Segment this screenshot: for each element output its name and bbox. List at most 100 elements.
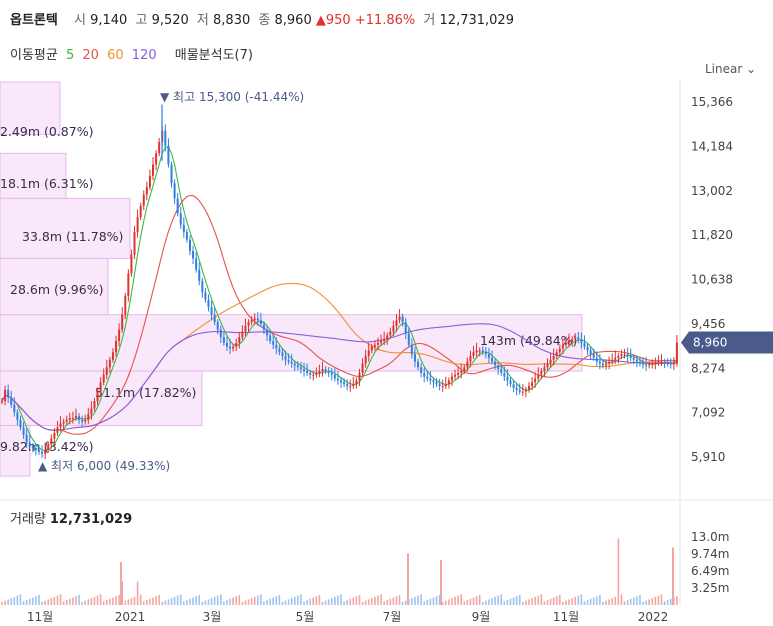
candle-body	[65, 419, 68, 422]
volume-bar	[377, 595, 379, 605]
volume-bar	[568, 599, 570, 605]
volume-bar	[364, 600, 367, 605]
candle-body	[401, 316, 404, 323]
volume-bar	[290, 598, 293, 605]
volume-profile-label[interactable]: 매물분석도(7)	[174, 48, 253, 63]
volume-bar	[503, 601, 506, 605]
volume-title-value: 12,731,029	[49, 512, 133, 527]
candle-body	[216, 322, 219, 330]
volume-bar	[204, 600, 207, 605]
volume-bar	[602, 601, 604, 605]
candle-body	[457, 372, 460, 375]
volume-bar	[522, 601, 524, 605]
candle-body	[78, 416, 81, 420]
volume-bar	[411, 598, 413, 605]
volume-bar	[256, 595, 259, 605]
ma-line-20	[1, 194, 678, 435]
candle-body	[524, 389, 527, 392]
candle-body	[487, 354, 490, 358]
candle-body	[608, 361, 611, 364]
candle-body	[629, 356, 632, 358]
candle-body	[115, 340, 118, 353]
candle-body	[37, 449, 40, 452]
volume-profile-label: 9.82m (3.42%)	[0, 439, 93, 454]
volume-bar	[192, 597, 194, 605]
time-tick-label: 5월	[296, 610, 315, 624]
volume-bar	[266, 599, 268, 605]
candle-body	[592, 354, 595, 358]
candle-body	[182, 224, 185, 233]
volume-bar	[540, 594, 543, 605]
volume-bar	[41, 601, 43, 605]
volume-bar	[213, 596, 216, 605]
change-value: ▲950	[315, 13, 351, 28]
volume-bar	[380, 594, 382, 605]
candle-body	[213, 314, 216, 323]
volume-bar	[435, 596, 438, 605]
volume-bar	[293, 596, 296, 605]
candle-body	[441, 386, 444, 388]
candle-body	[34, 447, 37, 450]
candle-body	[420, 367, 423, 373]
candle-body	[158, 142, 161, 154]
candle-body	[330, 372, 333, 375]
ma-label[interactable]: 이동평균	[10, 48, 58, 63]
candle-body	[204, 292, 207, 300]
ma-20[interactable]: 20	[82, 48, 99, 63]
candle-body	[444, 384, 447, 387]
price-tick-label: 15,366	[691, 95, 733, 109]
candle-body	[188, 239, 191, 251]
chevron-down-icon: ⌄	[746, 62, 757, 76]
candle-body	[614, 357, 617, 360]
ma-line-5	[1, 146, 678, 452]
candle-body	[645, 364, 648, 366]
volume-bar	[404, 600, 407, 605]
volume-bar	[297, 595, 299, 605]
candle-body	[657, 361, 660, 363]
candle-body	[124, 295, 127, 315]
volume-bar	[457, 595, 459, 605]
candle-body	[398, 316, 401, 321]
candle-body	[469, 356, 472, 362]
candle-body	[287, 359, 290, 362]
volume-bar	[599, 594, 601, 605]
volume-bar	[44, 600, 46, 605]
volume-bar	[75, 596, 77, 605]
volume-bar	[62, 601, 65, 605]
scale-dropdown[interactable]: Linear ⌄	[705, 62, 756, 76]
volume-bar	[72, 597, 74, 605]
ma-60[interactable]: 60	[107, 48, 124, 63]
candle-body	[555, 352, 558, 357]
candle-body	[481, 350, 484, 353]
candle-body	[386, 335, 389, 340]
volume-bar	[371, 598, 373, 605]
candle-body	[53, 432, 56, 439]
volume-profile-bar	[0, 152, 67, 199]
volume-bar	[10, 598, 13, 605]
candle-body	[192, 250, 195, 259]
volume-bar	[149, 598, 151, 605]
volume-bar	[642, 601, 644, 605]
candle-body	[423, 372, 426, 377]
volume-bar	[657, 595, 660, 605]
volume-profile-bar	[0, 424, 31, 477]
candle-body	[324, 369, 327, 372]
candle-body	[74, 416, 77, 418]
ma-120[interactable]: 120	[131, 48, 157, 63]
volume-bar	[352, 597, 355, 605]
candle-body	[506, 376, 509, 381]
candle-body	[367, 350, 370, 357]
candle-body	[333, 374, 336, 379]
candle-body	[635, 359, 638, 362]
low-label: 저	[196, 13, 209, 28]
candle-body	[389, 331, 392, 336]
current-price-label: 8,960	[693, 335, 727, 349]
volume-bar	[318, 594, 321, 605]
candle-body	[327, 371, 330, 373]
ma-5[interactable]: 5	[65, 48, 75, 63]
candle-body	[155, 153, 158, 165]
volume-bar	[105, 599, 108, 605]
candle-body	[561, 344, 564, 349]
price-tick-label: 13,002	[691, 184, 733, 198]
